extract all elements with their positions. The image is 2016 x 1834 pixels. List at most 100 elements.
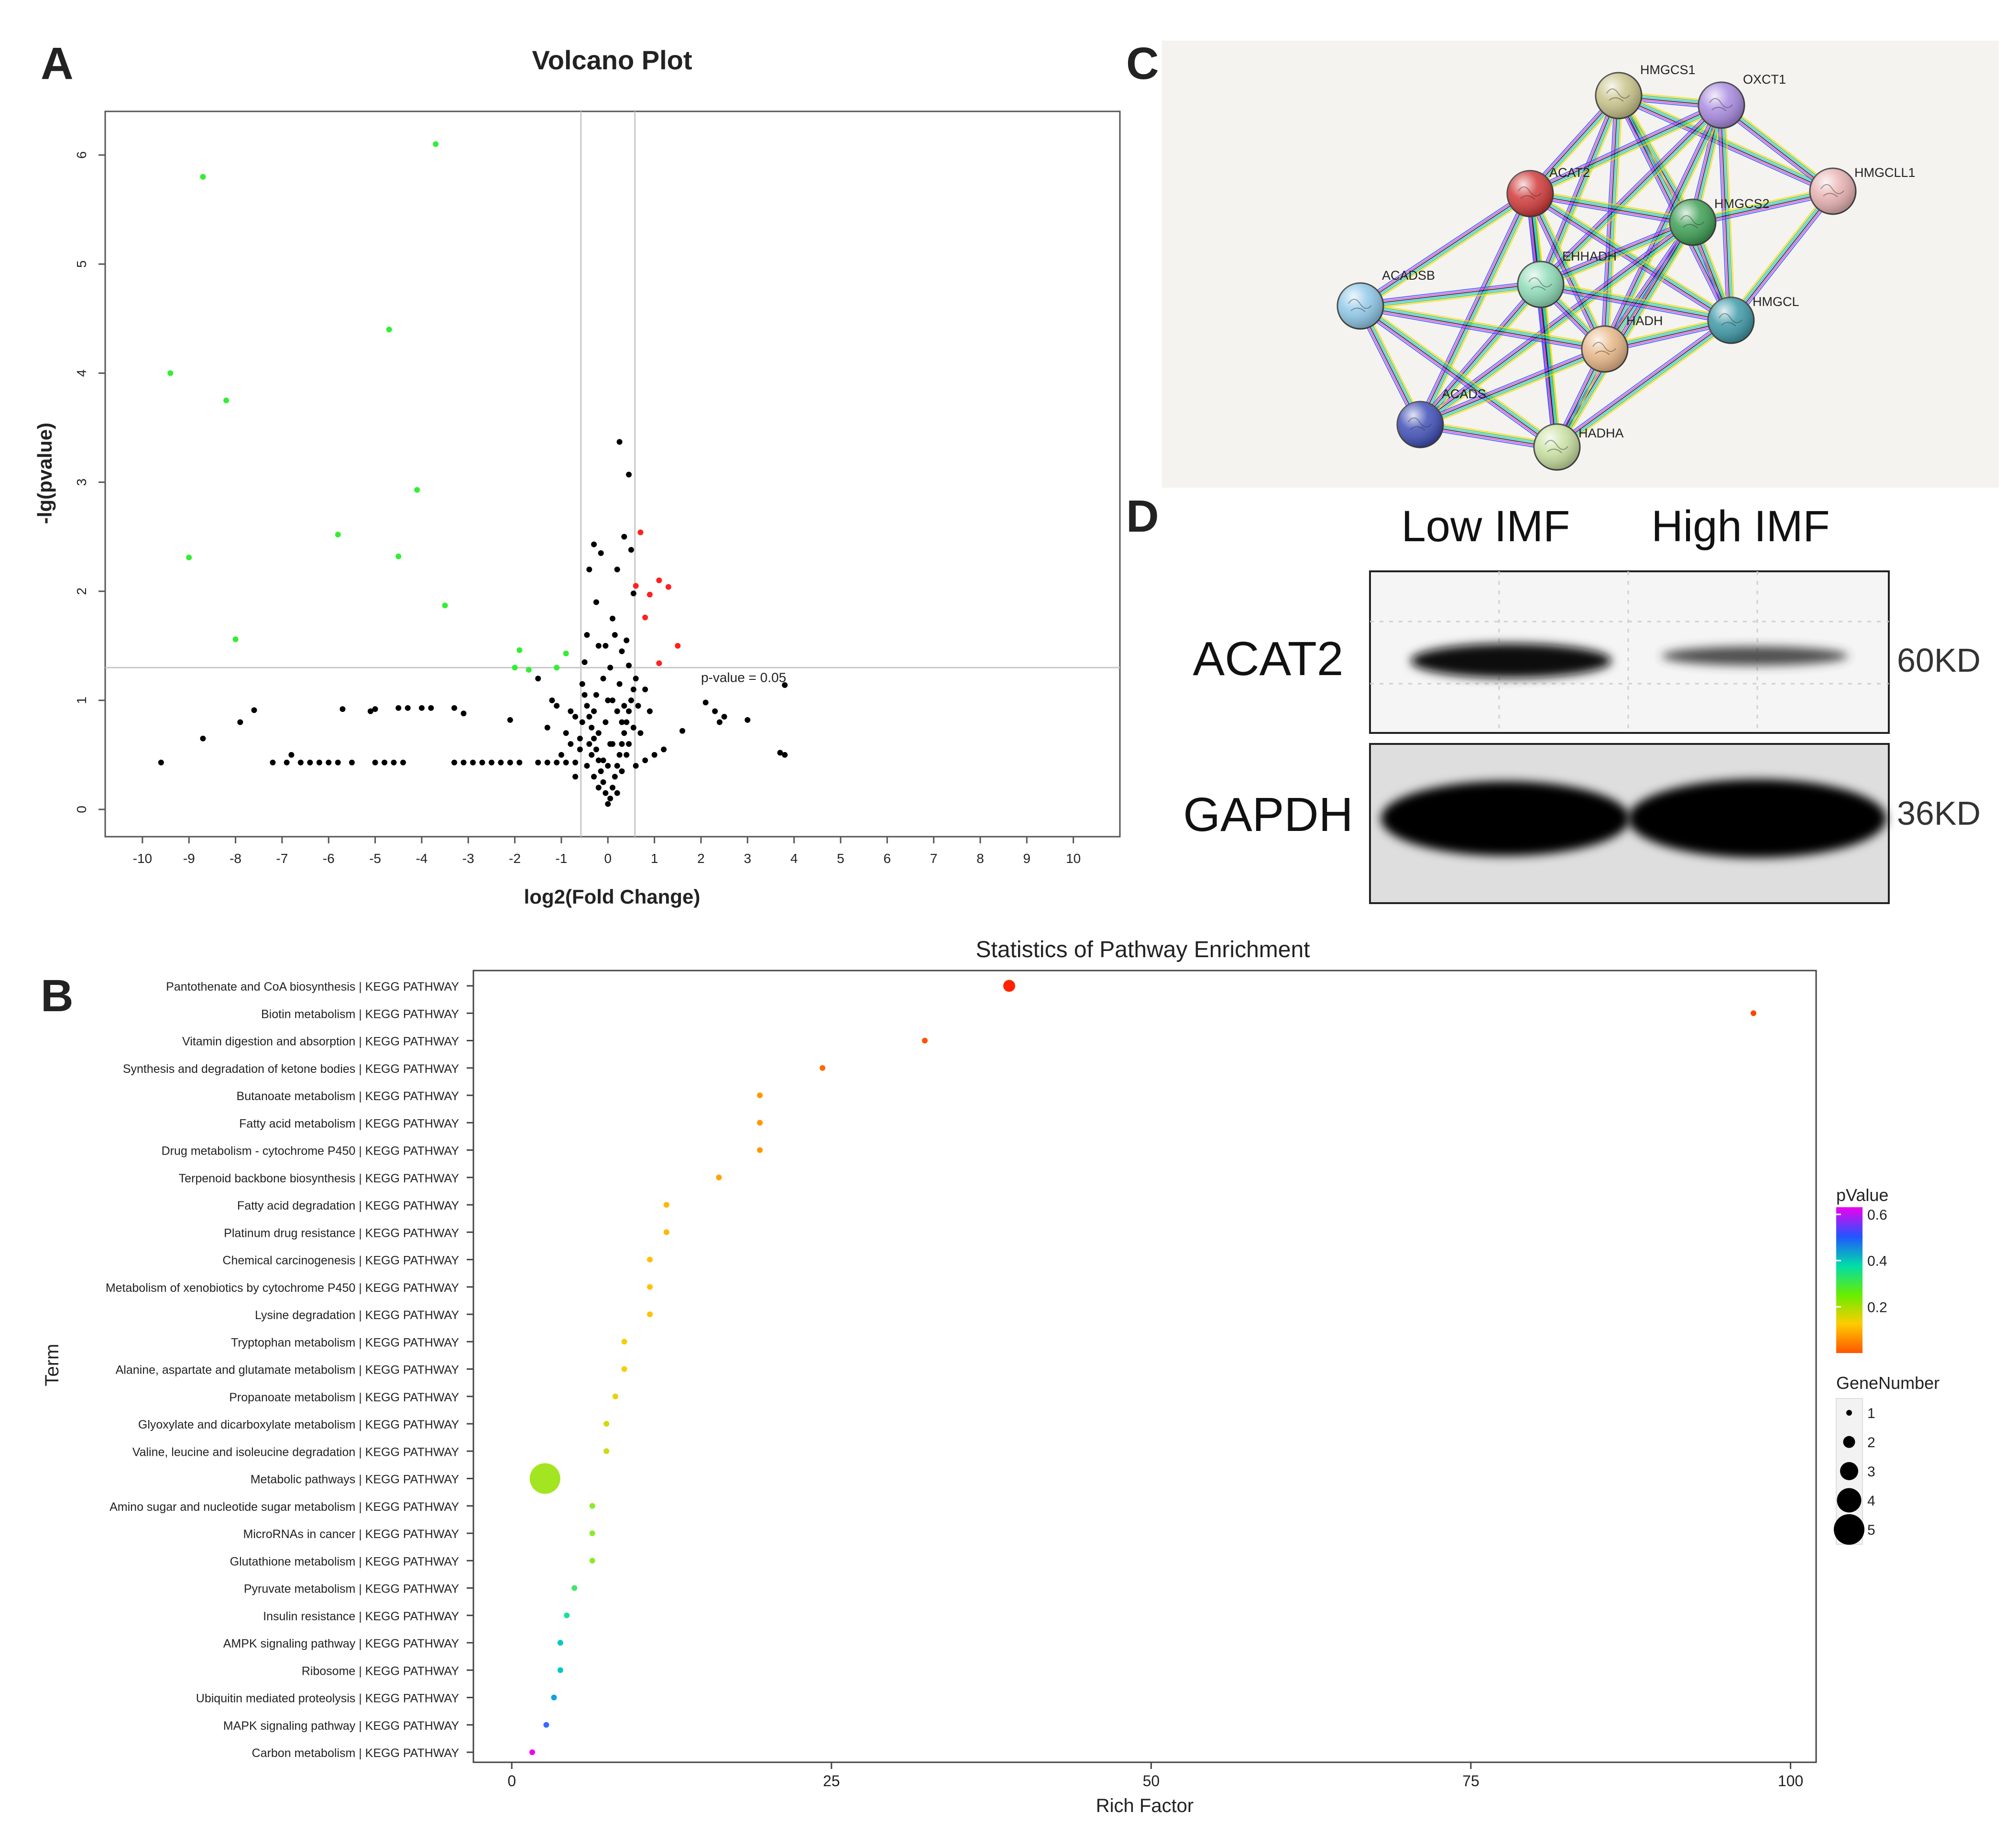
panel-label-c: C [1126, 38, 1159, 89]
volcano-point-ns [340, 706, 346, 712]
network-edge [1540, 280, 1732, 325]
network-node-hadh: HADH [1581, 314, 1663, 373]
pathway-term-label: Tryptophan metabolism | KEGG PATHWAY [231, 1336, 459, 1349]
pathway-term-label: Ubiquitin mediated proteolysis | KEGG PA… [196, 1692, 460, 1705]
pathway-point [621, 1339, 627, 1345]
volcano-point-ns [498, 759, 504, 765]
network-edge [1536, 94, 1623, 286]
volcano-point-ns [591, 541, 597, 547]
volcano-point-ns [251, 707, 257, 713]
pvalue-colorbar [1836, 1207, 1863, 1353]
pathway-xlabel: Rich Factor [1096, 1795, 1194, 1816]
band-acat2-high [1662, 646, 1848, 666]
pathway-point [529, 1463, 560, 1494]
band-acat2-low [1411, 644, 1611, 678]
x-tick-label: 5 [837, 851, 844, 866]
volcano-point-ns [579, 681, 585, 687]
volcano-point-ns [382, 759, 388, 765]
volcano-point-ns [451, 705, 458, 711]
pvalue-legend: pValue 0.2 0.4 0.6 [1836, 1185, 1888, 1353]
volcano-point-down [512, 665, 518, 671]
volcano-point-ns [572, 774, 579, 780]
pathway-term-label: Metabolism of xenobiotics by cytochrome … [106, 1281, 459, 1295]
pathway-point [757, 1092, 763, 1098]
pathway-term-label: Biotin metabolism | KEGG PATHWAY [261, 1007, 459, 1021]
volcano-point-ns [628, 697, 634, 703]
volcano-point-ns [712, 708, 718, 714]
volcano-point-ns [651, 752, 657, 758]
network-edge [1358, 302, 1560, 451]
pathway-plot-frame [472, 970, 1817, 1763]
volcano-point-up [646, 591, 653, 598]
size-legend-label: 1 [1867, 1406, 1875, 1421]
volcano-point-ns [581, 659, 588, 666]
volcano-point-down [232, 636, 239, 643]
x-tick-label: 0 [604, 851, 612, 866]
volcano-point-ns [612, 632, 618, 638]
network-node-label: ACADSB [1382, 268, 1435, 283]
volcano-point-ns [577, 746, 583, 753]
network-node-acads: ACADS [1396, 387, 1486, 448]
volcano-point-ns [598, 550, 604, 556]
volcano-point-ns [591, 735, 597, 742]
pathway-term-label: Pantothenate and CoA biosynthesis | KEGG… [166, 980, 459, 993]
pathway-term-label: AMPK signaling pathway | KEGG PATHWAY [223, 1637, 460, 1650]
volcano-point-ns [593, 692, 599, 698]
volcano-point-ns [591, 708, 597, 714]
network-node-label: HMGCL [1753, 295, 1799, 309]
pathway-point [716, 1174, 722, 1180]
volcano-point-ns [297, 759, 304, 765]
volcano-point-ns [584, 632, 590, 638]
volcano-point-ns [610, 741, 615, 747]
network-edge [1539, 218, 1695, 289]
volcano-point-down [335, 532, 341, 538]
x-tick-label: -9 [183, 851, 195, 866]
volcano-point-down [395, 553, 402, 559]
volcano-point-ns [621, 730, 627, 736]
volcano-point-down [433, 141, 439, 147]
size-legend-dot [1837, 1488, 1862, 1513]
volcano-point-down [526, 666, 532, 673]
volcano-point-ns [777, 750, 783, 756]
volcano-point-up [665, 584, 671, 590]
volcano-point-ns [603, 719, 609, 725]
network-node-acadsb: ACADSB [1337, 268, 1435, 330]
volcano-point-ns [614, 790, 620, 796]
volcano-point-down [554, 665, 560, 671]
pathway-point [529, 1749, 536, 1755]
x-tick-label: -8 [230, 851, 241, 866]
pathway-point [663, 1202, 669, 1208]
volcano-point-down [386, 327, 392, 333]
pathway-term-label: Terpenoid backbone biosynthesis | KEGG P… [179, 1172, 460, 1185]
volcano-point-ns [716, 719, 723, 725]
volcano-point-ns [605, 801, 611, 807]
pathway-term-label: Drug metabolism - cytochrome P450 | KEGG… [162, 1145, 460, 1158]
volcano-point-ns [554, 759, 560, 765]
x-tick-label: 25 [823, 1772, 840, 1790]
volcano-point-ns [619, 741, 625, 747]
volcano-point-ns [563, 730, 569, 736]
y-tick-label: 6 [74, 151, 89, 159]
volcano-point-down [442, 602, 448, 609]
volcano-point-up [656, 660, 662, 666]
band-gapdh-high [1628, 779, 1886, 858]
x-tick-label: -7 [276, 851, 288, 866]
volcano-point-ns [237, 719, 243, 725]
panel-label-d: D [1126, 491, 1159, 542]
network-edge [1359, 302, 1606, 353]
x-tick-label: 1 [651, 851, 658, 866]
network-node-hmgcll1: HMGCLL1 [1809, 165, 1916, 215]
volcano-point-ns [577, 735, 583, 742]
volcano-point-ns [335, 759, 341, 765]
volcano-point-ns [626, 662, 632, 668]
network-edge [1536, 284, 1562, 448]
network-edge [1727, 188, 1837, 323]
x-tick-label: -1 [555, 851, 567, 866]
pathway-title: Statistics of Pathway Enrichment [976, 937, 1310, 962]
panel-label-a: A [41, 38, 74, 89]
volcano-point-down [200, 174, 206, 180]
network-edge [1528, 190, 1733, 324]
western-blot: Low IMF High IMF ACAT2 GAPDH 60KD 36KD [1183, 502, 1981, 904]
network-edge [1600, 95, 1623, 349]
volcano-point-ns [595, 785, 602, 791]
